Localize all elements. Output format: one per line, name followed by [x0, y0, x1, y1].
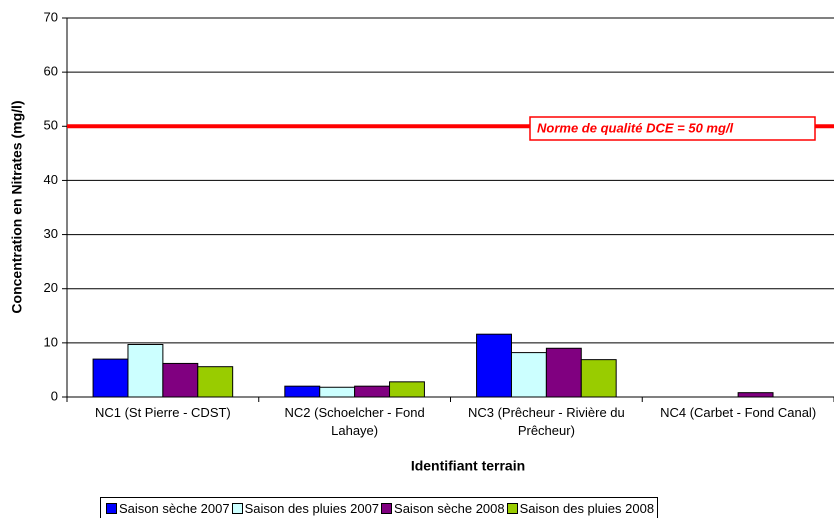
legend-swatch — [106, 502, 117, 514]
bar — [510, 352, 547, 398]
bar — [580, 359, 617, 398]
bar — [319, 386, 356, 398]
legend-swatch — [381, 502, 393, 514]
bar — [545, 347, 582, 398]
legend-swatch — [506, 502, 518, 514]
legend-label: Saison des pluies 2007 — [244, 500, 380, 516]
x-tick-label: NC3 (Prêcheur - Rivière du Prêcheur) — [467, 405, 625, 438]
bar — [737, 392, 774, 398]
bar — [284, 385, 321, 398]
y-tick-label: 0 — [51, 388, 58, 403]
y-tick-label: 40 — [44, 172, 58, 187]
bar — [127, 343, 164, 398]
y-tick-label: 30 — [44, 226, 58, 241]
legend-swatch — [231, 502, 243, 514]
y-axis-title: Concentration en Nitrates (mg/l) — [9, 100, 25, 313]
x-tick-label: NC2 (Schoelcher - Fond Lahaye) — [284, 405, 425, 438]
bar — [197, 366, 234, 398]
bar — [476, 333, 512, 398]
y-tick-label: 60 — [44, 64, 58, 79]
y-tick-label: 10 — [44, 334, 58, 349]
bar — [389, 381, 425, 398]
bar — [92, 358, 129, 398]
bar — [162, 362, 199, 398]
annotation: Norme de qualité DCE = 50 mg/l — [537, 120, 734, 135]
annotation-box — [529, 116, 816, 141]
y-tick-label: 20 — [44, 280, 58, 295]
legend-label: Saison sèche 2008 — [394, 500, 505, 516]
x-tick-label: NC4 (Carbet - Fond Canal) — [660, 405, 817, 420]
y-tick-label: 50 — [44, 118, 58, 133]
legend: Saison sèche 2007 Saison des pluies 2007 S… — [100, 497, 659, 518]
legend-label: Saison des pluies 2008 — [519, 500, 655, 516]
y-tick-label: 70 — [44, 9, 58, 24]
bar — [354, 385, 391, 398]
legend-label: Saison sèche 2007 — [119, 500, 230, 516]
x-tick-label: NC1 (St Pierre - CDST) — [94, 405, 231, 420]
x-axis-title: Identifiant terrain — [411, 458, 525, 474]
